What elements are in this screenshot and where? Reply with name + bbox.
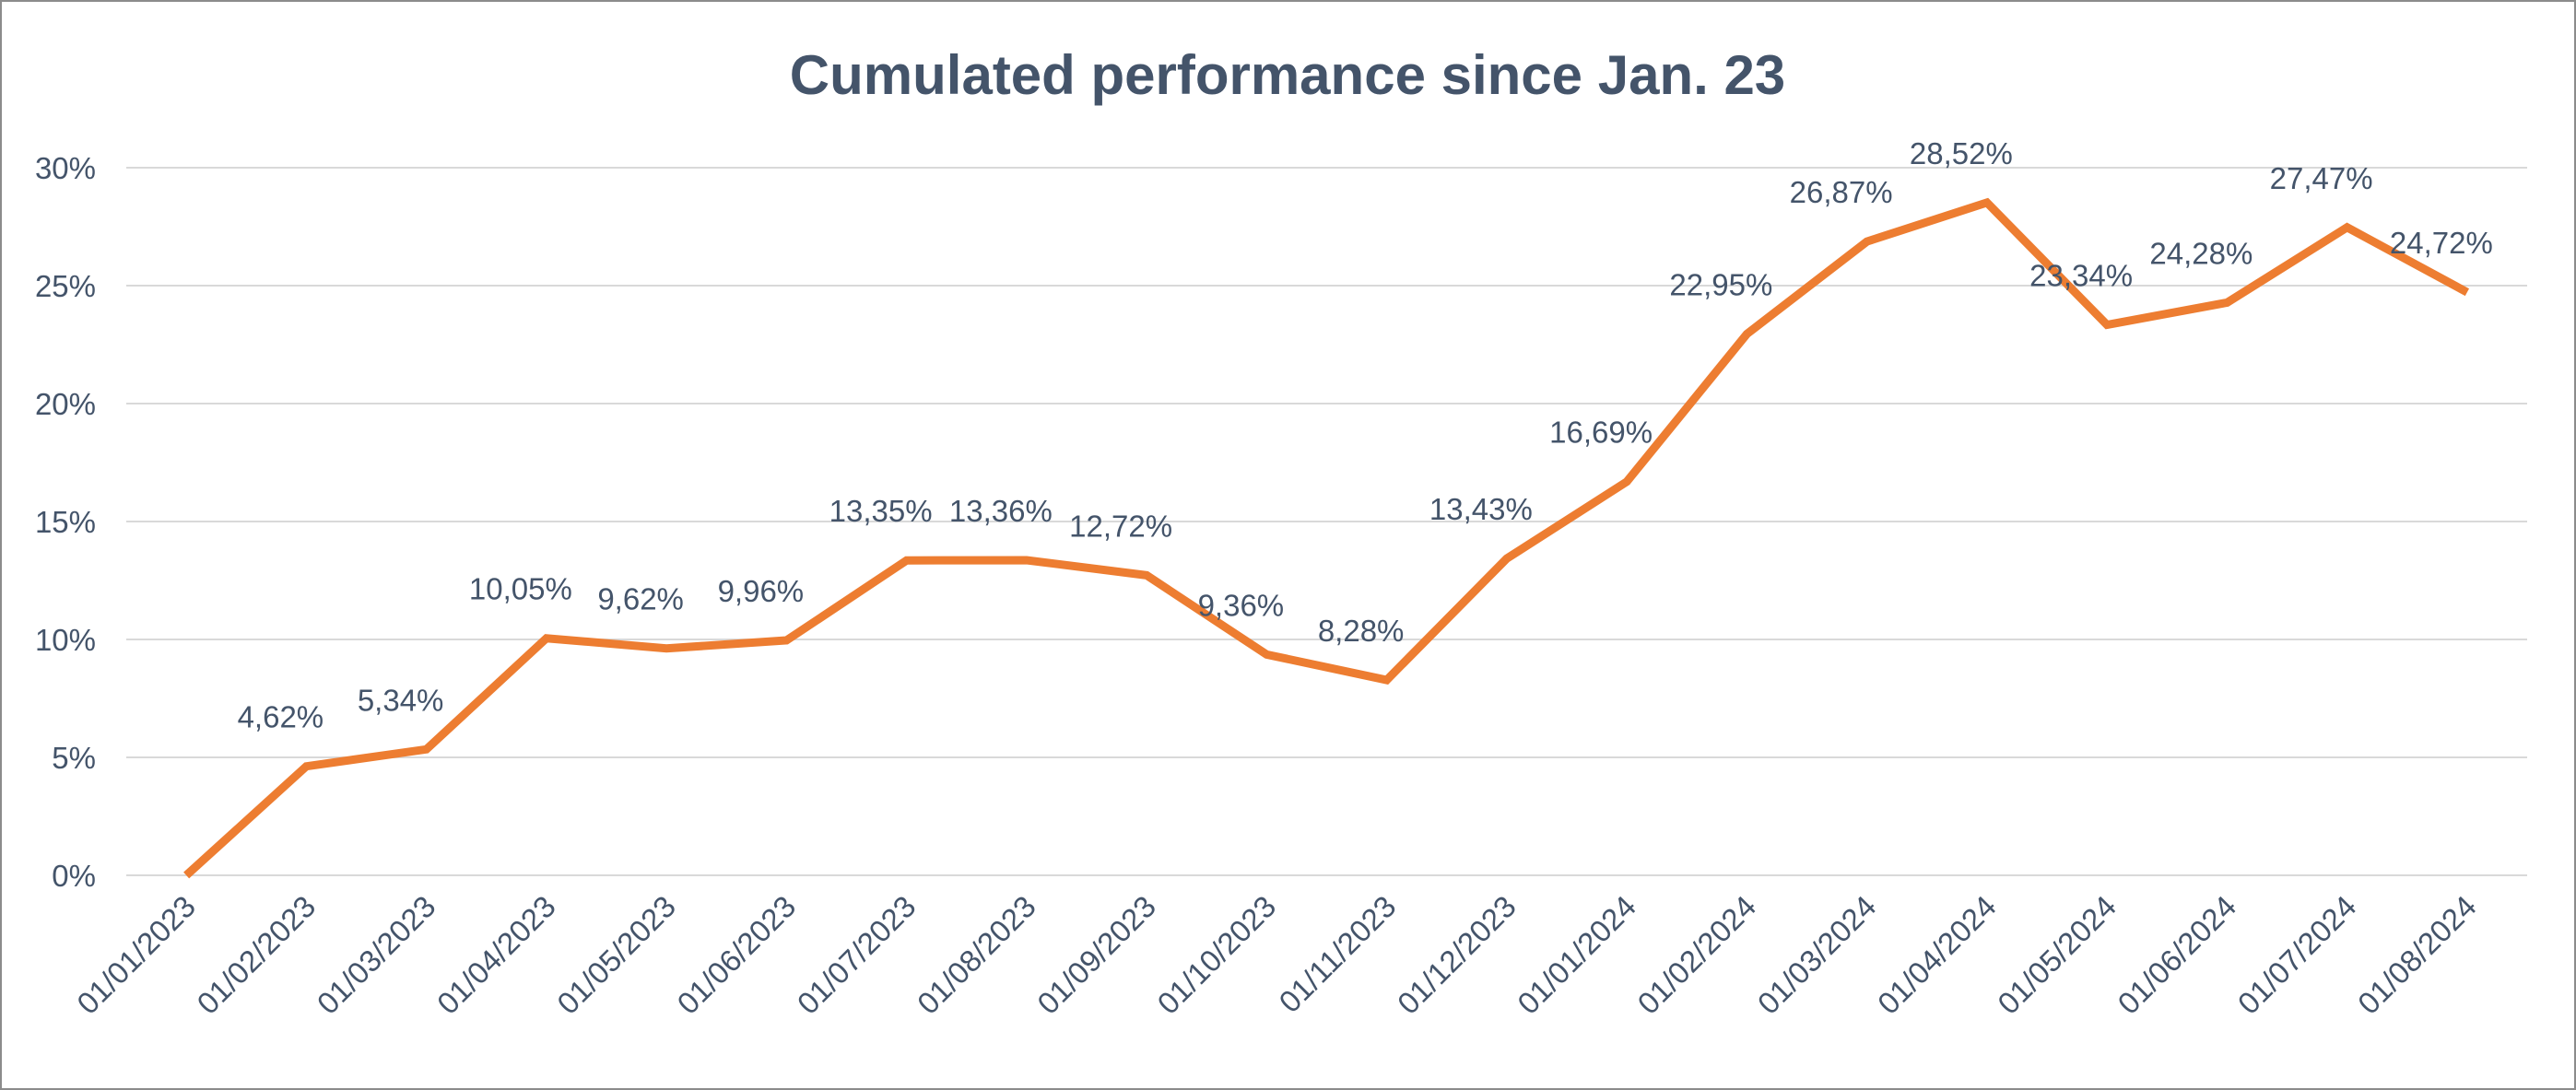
data-label: 10,05%	[469, 572, 572, 606]
x-tick-label: 01/04/2023	[430, 889, 562, 1021]
x-tick-label: 01/03/2023	[311, 889, 442, 1021]
x-tick-label: 01/05/2024	[1991, 889, 2123, 1021]
x-tick-label: 01/06/2023	[670, 889, 802, 1021]
data-label: 13,36%	[949, 494, 1053, 528]
data-label: 9,36%	[1198, 588, 1285, 622]
series-line	[183, 197, 2470, 879]
x-tick-label: 01/02/2024	[1630, 889, 1762, 1021]
x-tick-label: 01/06/2024	[2111, 889, 2242, 1021]
y-tick-label: 0%	[52, 859, 96, 893]
x-tick-label: 01/12/2023	[1391, 889, 1523, 1021]
y-axis-ticks: 0% 5% 10% 15% 20% 25% 30%	[35, 151, 96, 893]
x-tick-label: 01/04/2024	[1871, 889, 2003, 1021]
data-label: 23,34%	[2029, 258, 2133, 292]
gridlines	[126, 167, 2527, 876]
x-tick-label: 01/02/2023	[190, 889, 322, 1021]
x-axis-ticks: 01/01/202301/02/202301/03/202301/04/2023…	[70, 889, 2483, 1021]
data-label: 28,52%	[1910, 136, 2013, 170]
data-label: 5,34%	[358, 683, 444, 717]
y-tick-label: 15%	[35, 505, 96, 539]
x-tick-label: 01/09/2023	[1030, 889, 1162, 1021]
data-label: 24,72%	[2390, 226, 2493, 260]
data-label: 13,35%	[829, 494, 933, 528]
y-tick-label: 25%	[35, 269, 96, 303]
data-label: 9,62%	[597, 582, 684, 616]
x-tick-label: 01/08/2023	[911, 889, 1042, 1021]
x-tick-label: 01/03/2024	[1751, 889, 1883, 1021]
data-label: 24,28%	[2149, 236, 2253, 270]
data-label: 9,96%	[718, 574, 805, 608]
data-label: 8,28%	[1318, 614, 1405, 648]
x-tick-label: 01/08/2024	[2351, 889, 2483, 1021]
y-tick-label: 5%	[52, 741, 96, 775]
series-group	[183, 197, 2470, 879]
chart-title: Cumulated performance since Jan. 23	[790, 44, 1785, 106]
data-label: 13,43%	[1429, 492, 1533, 526]
x-tick-label: 01/01/2023	[70, 889, 202, 1021]
x-tick-label: 01/07/2023	[791, 889, 923, 1021]
data-labels: 4,62% 5,34% 10,05% 9,62% 9,96% 13,35% 13,36% 12…	[238, 136, 2493, 734]
x-tick-label: 01/10/2023	[1150, 889, 1282, 1021]
data-label: 22,95%	[1669, 267, 1772, 301]
data-label: 4,62%	[238, 700, 324, 734]
x-tick-label: 01/05/2023	[550, 889, 682, 1021]
data-label: 26,87%	[1790, 175, 1893, 209]
data-label: 16,69%	[1549, 416, 1653, 450]
y-tick-label: 10%	[35, 623, 96, 657]
y-tick-label: 20%	[35, 387, 96, 421]
data-label: 27,47%	[2270, 161, 2373, 195]
data-label: 12,72%	[1069, 509, 1172, 543]
x-tick-label: 01/11/2023	[1272, 889, 1402, 1019]
y-tick-label: 30%	[35, 151, 96, 185]
x-tick-label: 01/07/2024	[2231, 889, 2363, 1021]
x-tick-label: 01/01/2024	[1511, 889, 1642, 1021]
